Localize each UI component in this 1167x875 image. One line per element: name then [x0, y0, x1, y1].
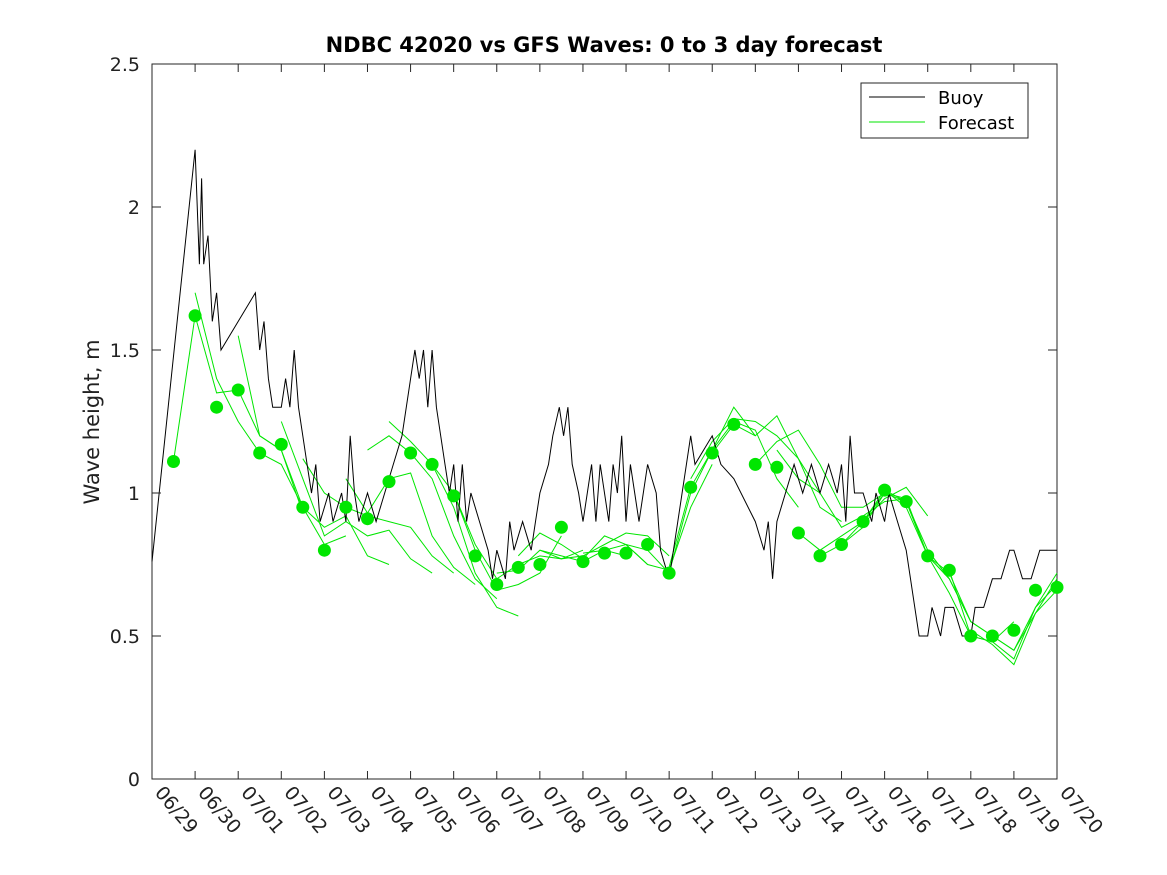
forecast-marker [598, 546, 611, 560]
forecast-marker [231, 383, 245, 397]
x-tick-label: 07/06 [452, 782, 504, 838]
forecast-marker [813, 549, 827, 563]
forecast-marker [404, 446, 418, 460]
forecast-line [280, 421, 433, 574]
forecast-marker [382, 475, 396, 489]
forecast-marker [942, 563, 956, 577]
x-tick-label: 06/29 [150, 782, 202, 838]
forecast-marker [619, 546, 633, 560]
legend-label-forecast: Forecast [938, 113, 1014, 134]
legend: Buoy Forecast [860, 82, 1029, 139]
forecast-marker [856, 515, 870, 529]
forecast-marker [1007, 623, 1021, 637]
forecast-marker [253, 446, 267, 460]
y-tick-label: 0 [128, 769, 140, 791]
forecast-marker [188, 309, 202, 323]
forecast-marker [985, 629, 999, 643]
forecast-marker [554, 520, 568, 534]
forecast-marker [339, 500, 353, 514]
forecast-line [948, 570, 1058, 660]
x-tick-label: 06/30 [193, 782, 245, 838]
x-tick-label: 07/12 [710, 782, 762, 838]
forecast-marker [921, 549, 935, 563]
x-tick-label: 07/13 [754, 782, 806, 838]
axes-box [151, 63, 1058, 780]
forecast-marker [167, 455, 180, 468]
buoy-line [151, 149, 1057, 637]
forecast-marker [317, 543, 331, 557]
buoy-layer [151, 149, 1057, 637]
y-tick-label: 0.5 [110, 626, 140, 648]
forecast-marker [210, 400, 224, 414]
forecast-marker [274, 437, 288, 451]
forecast-marker [964, 629, 978, 643]
marker-layer [167, 309, 1064, 643]
forecast-marker [511, 560, 525, 574]
x-tick-label: 07/18 [969, 782, 1021, 838]
x-tick-label: 07/20 [1055, 782, 1107, 838]
x-tick-label: 07/15 [840, 782, 892, 838]
x-tick-label: 07/09 [581, 782, 633, 838]
forecast-line [367, 435, 498, 600]
x-tick-label: 07/11 [667, 782, 719, 838]
forecast-marker [705, 446, 719, 460]
x-tick-label: 07/03 [323, 782, 375, 838]
forecast-marker [684, 480, 698, 494]
x-tick-label: 07/02 [279, 782, 331, 838]
forecast-marker [447, 489, 461, 503]
plot-area: 06/2906/3007/0107/0207/0307/0407/0507/06… [110, 54, 1107, 838]
y-tick-label: 2.5 [110, 54, 140, 76]
forecast-line [754, 429, 885, 508]
forecast-marker [1029, 583, 1042, 597]
x-tick-label: 07/08 [538, 782, 590, 838]
forecast-marker [533, 558, 547, 571]
forecast-line [237, 335, 390, 565]
x-tick-label: 07/17 [926, 782, 978, 838]
x-tick-label: 07/05 [409, 782, 461, 838]
forecast-marker [296, 500, 310, 514]
x-tick-label: 07/16 [883, 782, 935, 838]
forecast-marker [425, 457, 439, 471]
forecast-line [970, 589, 1058, 666]
y-tick-label: 1.5 [110, 340, 140, 362]
forecast-marker [1050, 580, 1064, 594]
x-tick-label: 07/14 [797, 782, 849, 838]
x-tick-label: 07/01 [236, 782, 288, 838]
forecast-marker [468, 549, 482, 563]
forecast-line [992, 572, 1058, 652]
y-axis-label: Wave height, m [80, 339, 104, 504]
x-tick-label: 07/04 [366, 782, 418, 838]
forecast-marker [791, 526, 805, 540]
chart-title: NDBC 42020 vs GFS Waves: 0 to 3 day fore… [326, 33, 883, 57]
forecast-line [194, 292, 347, 546]
y-tick-label: 2 [128, 197, 140, 219]
x-tick-label: 07/07 [495, 782, 547, 838]
forecast-line [539, 532, 670, 560]
forecast-marker [662, 566, 676, 580]
forecast-marker [361, 512, 374, 526]
forecast-marker [748, 457, 762, 471]
y-tick-label: 1 [128, 483, 140, 505]
forecast-marker [835, 538, 848, 551]
forecast-marker [770, 460, 784, 474]
forecast-marker [490, 578, 504, 591]
forecast-marker [899, 495, 913, 509]
forecast-marker [576, 555, 590, 569]
forecast-marker [727, 417, 741, 431]
legend-box [860, 82, 1029, 139]
forecast-marker [641, 538, 655, 551]
legend-label-buoy: Buoy [938, 88, 984, 109]
x-tick-label: 07/10 [624, 782, 676, 838]
forecast-marker [878, 483, 892, 497]
forecast-line [388, 421, 519, 617]
x-tick-label: 07/19 [1012, 782, 1064, 838]
